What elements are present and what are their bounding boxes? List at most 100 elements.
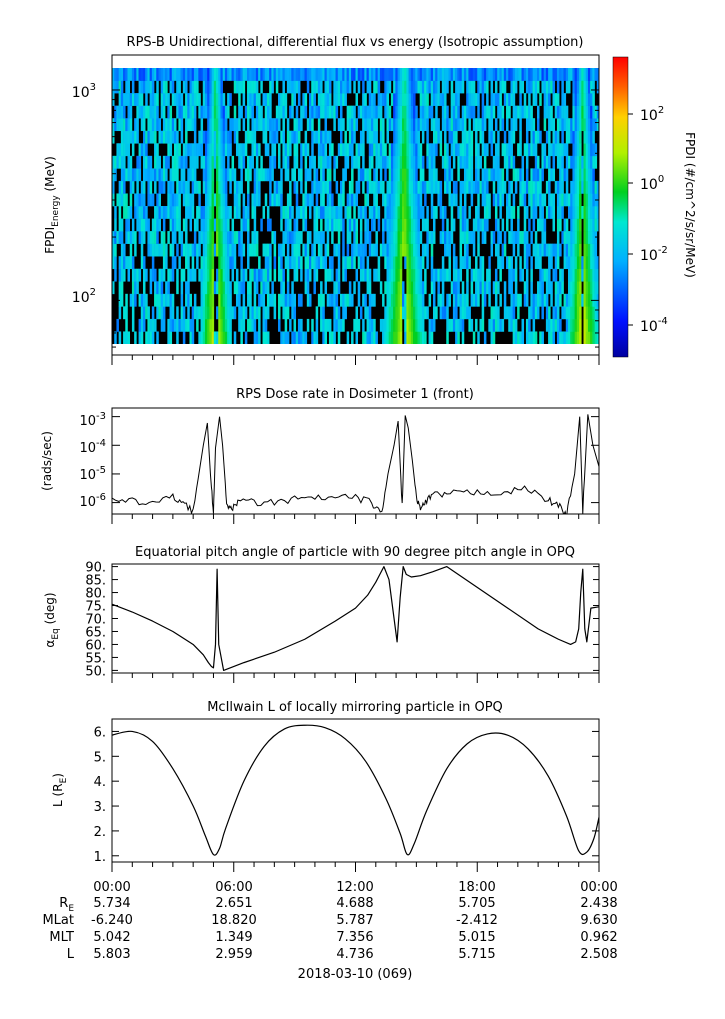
spectrogram-cell <box>556 243 560 257</box>
spectrogram-cell <box>114 155 117 169</box>
spectrogram-cell <box>191 68 195 81</box>
spectrogram-cell <box>512 193 516 207</box>
spectrogram-cell <box>142 105 146 119</box>
spectrogram-cell <box>404 218 407 232</box>
spectrogram-cell <box>563 93 567 106</box>
spectrogram-cell <box>320 68 323 81</box>
spectrogram-cell <box>154 143 157 157</box>
spectrogram-cell <box>176 105 179 119</box>
spectrogram-cell <box>579 155 582 169</box>
spectrogram-cell <box>408 318 412 332</box>
spectrogram-cell <box>475 93 478 106</box>
ephemeris-value: 4.736 <box>336 947 373 962</box>
spectrogram-cell <box>486 180 489 194</box>
spectrogram-cell <box>494 193 498 207</box>
spectrogram-cell <box>362 68 365 81</box>
spectrogram-cell <box>247 168 250 182</box>
spectrogram-cell <box>472 243 476 257</box>
spectrogram-cell <box>313 218 316 232</box>
spectrogram-cell <box>154 155 157 169</box>
spectrogram-cell <box>112 180 115 194</box>
spectrogram-cell <box>594 143 598 157</box>
spectrogram-cell <box>521 68 525 81</box>
spectrogram-cell <box>231 306 235 320</box>
spectrogram-cell <box>408 281 412 295</box>
spectrogram-cell <box>406 143 409 157</box>
spectrogram-cell <box>576 331 580 344</box>
spectrogram-cell <box>344 68 347 81</box>
spectrogram-cell <box>324 318 328 332</box>
spectrogram-cell <box>439 93 443 106</box>
spectrogram-cell <box>131 256 135 270</box>
spectrogram-cell <box>193 180 197 194</box>
spectrogram-cell <box>581 80 584 94</box>
spectrogram-cell <box>116 80 119 94</box>
spectrogram-cell <box>441 256 445 270</box>
spectrogram-cell <box>521 168 525 182</box>
spectrogram-cell <box>337 218 341 232</box>
spectrogram-cell <box>528 118 531 132</box>
spectrogram-cell <box>355 318 359 332</box>
spectrogram-cell <box>439 180 443 194</box>
spectrogram-cell <box>282 80 285 94</box>
spectrogram-cell <box>583 143 587 157</box>
spectrogram-cell <box>395 105 398 119</box>
spectrogram-cell <box>189 143 192 157</box>
spectrogram-cell <box>300 118 303 132</box>
spectrogram-cell <box>492 130 496 144</box>
spectrogram-cell <box>187 168 190 182</box>
spectrogram-cell <box>463 68 467 81</box>
spectrogram-cell <box>508 268 511 282</box>
spectrogram-cell <box>240 231 243 244</box>
spectrogram-cell <box>366 130 370 144</box>
spectrogram-cell <box>395 331 398 344</box>
spectrogram-cell <box>362 243 365 257</box>
spectrogram-cell <box>415 256 418 270</box>
spectrogram-cell <box>180 118 184 132</box>
spectrogram-cell <box>401 218 405 232</box>
spectrogram-cell <box>118 268 122 282</box>
spectrogram-cell <box>419 256 423 270</box>
spectrogram-cell <box>585 155 589 169</box>
spectrogram-cell <box>114 80 117 94</box>
spectrogram-cell <box>541 80 544 94</box>
spectrogram-cell <box>519 293 522 307</box>
spectrogram-cell <box>156 118 159 132</box>
spectrogram-cell <box>211 293 215 307</box>
spectrogram-cell <box>306 68 310 81</box>
spectrogram-cell <box>216 93 219 106</box>
spectrogram-cell <box>191 206 195 219</box>
spectrogram-cell <box>490 118 494 132</box>
spectrogram-cell <box>227 143 230 157</box>
spectrogram-cell <box>149 130 153 144</box>
spectrogram-cell <box>222 93 226 106</box>
spectrogram-cell <box>470 281 474 295</box>
spectrogram-cell <box>114 218 117 232</box>
spectrogram-cell <box>253 180 257 194</box>
spectrogram-cell <box>552 118 556 132</box>
spectrogram-cell <box>401 231 405 244</box>
spectrogram-cell <box>300 256 303 270</box>
spectrogram-cell <box>333 168 336 182</box>
spectrogram-cell <box>114 68 117 81</box>
spectrogram-cell <box>337 268 341 282</box>
spectrogram-cell <box>187 243 190 257</box>
spectrogram-cell <box>545 293 549 307</box>
spectrogram-cell <box>224 318 228 332</box>
spectrogram-cell <box>207 306 210 320</box>
spectrogram-cell <box>313 180 316 194</box>
spectrogram-cell <box>415 293 418 307</box>
spectrogram-cell <box>424 243 427 257</box>
spectrogram-cell <box>417 143 420 157</box>
spectrogram-cell <box>426 143 429 157</box>
spectrogram-cell <box>565 193 569 207</box>
spectrogram-cell <box>142 130 146 144</box>
spectrogram-cell <box>328 268 332 282</box>
spectrogram-cell <box>457 168 460 182</box>
spectrogram-cell <box>441 155 445 169</box>
spectrogram-cell <box>266 168 270 182</box>
spectrogram-cell <box>313 80 316 94</box>
spectrogram-cell <box>196 180 199 194</box>
spectrogram-cell <box>424 93 427 106</box>
spectrogram-cell <box>452 293 456 307</box>
